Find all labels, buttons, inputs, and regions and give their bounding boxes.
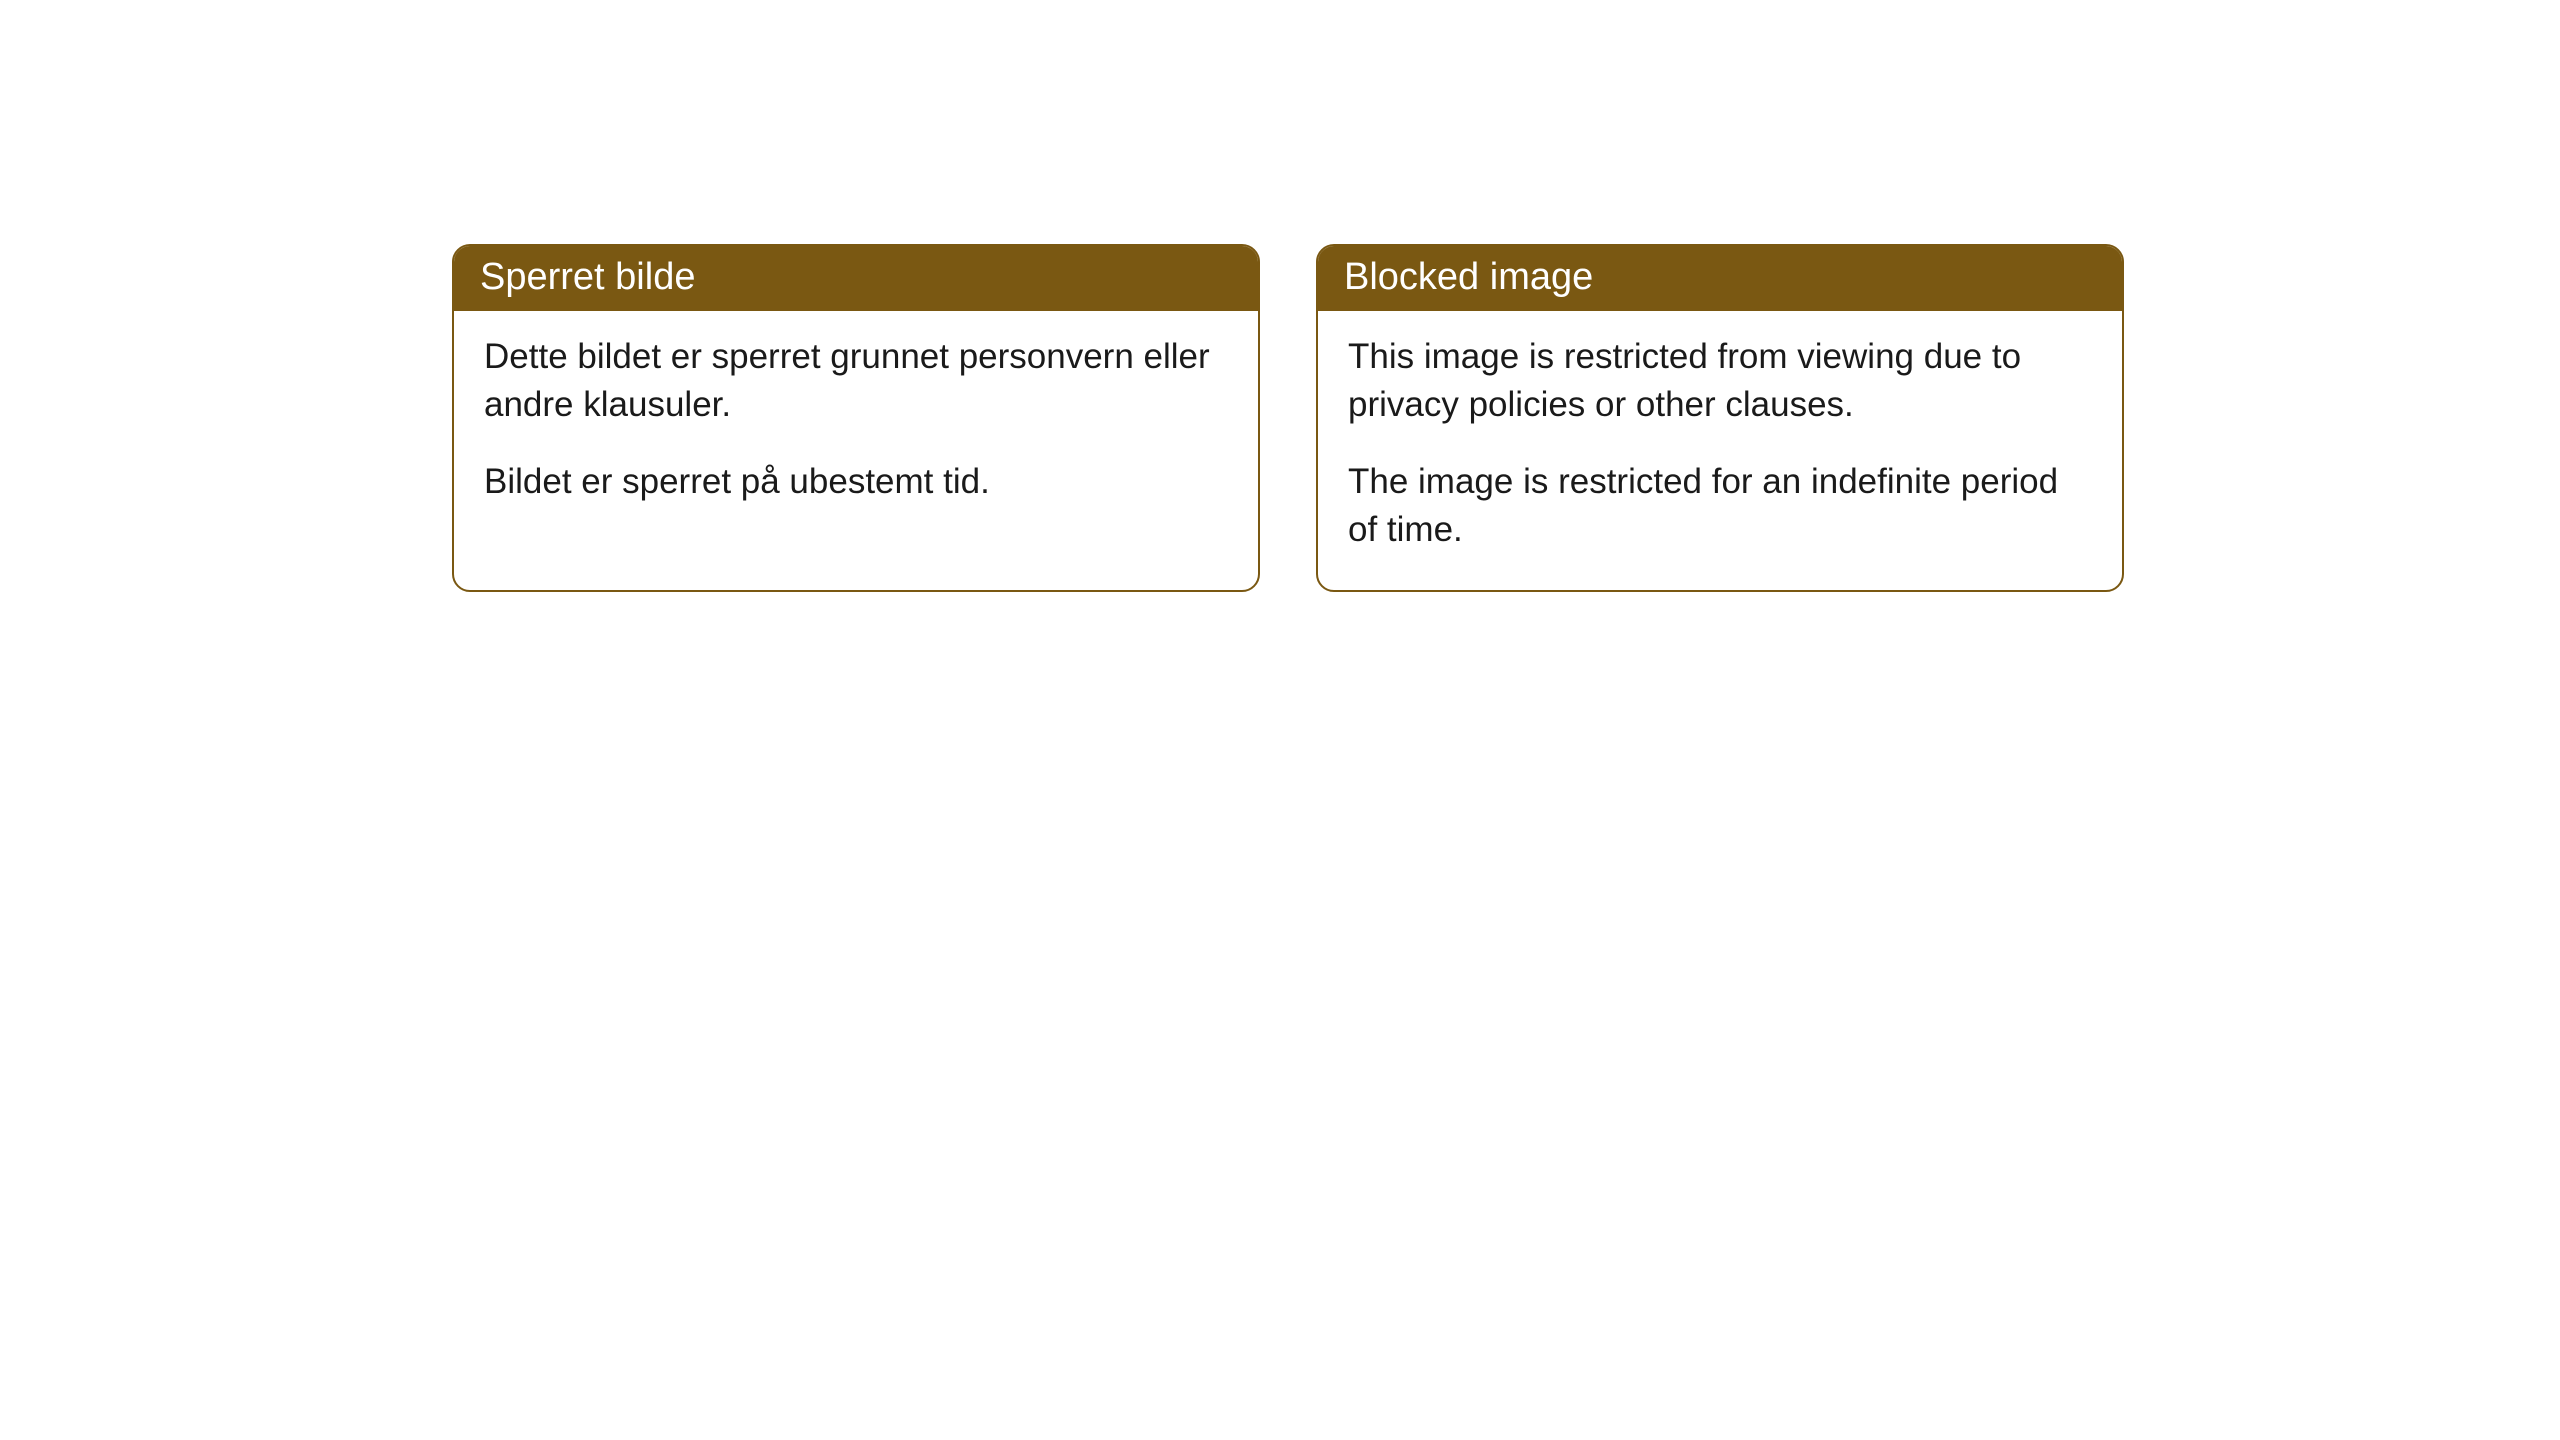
card-paragraph: The image is restricted for an indefinit…	[1348, 458, 2092, 555]
notice-cards-container: Sperret bilde Dette bildet er sperret gr…	[452, 244, 2124, 592]
card-paragraph: Bildet er sperret på ubestemt tid.	[484, 458, 1228, 506]
card-header-en: Blocked image	[1318, 246, 2122, 311]
blocked-image-card-en: Blocked image This image is restricted f…	[1316, 244, 2124, 592]
card-body-no: Dette bildet er sperret grunnet personve…	[454, 311, 1258, 542]
card-header-no: Sperret bilde	[454, 246, 1258, 311]
card-body-en: This image is restricted from viewing du…	[1318, 311, 2122, 590]
card-paragraph: Dette bildet er sperret grunnet personve…	[484, 333, 1228, 430]
card-paragraph: This image is restricted from viewing du…	[1348, 333, 2092, 430]
blocked-image-card-no: Sperret bilde Dette bildet er sperret gr…	[452, 244, 1260, 592]
